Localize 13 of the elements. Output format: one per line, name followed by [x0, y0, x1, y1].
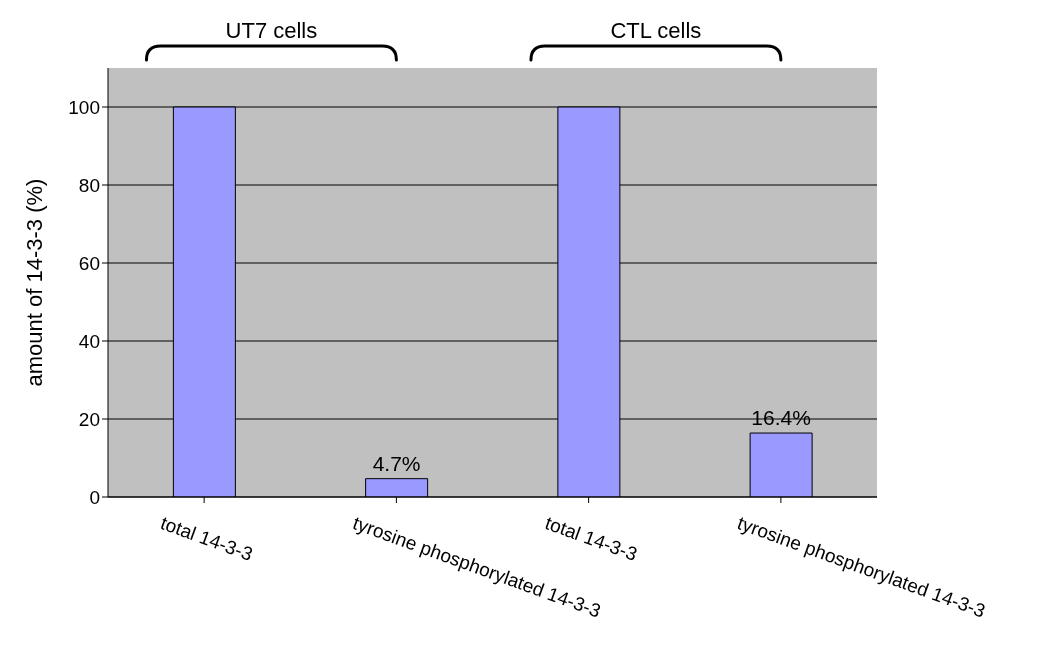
y-tick-label: 20 — [78, 408, 100, 430]
text: CTL cells — [610, 18, 702, 43]
y-tick-label: 60 — [78, 252, 100, 274]
data-label: 4.7% — [372, 451, 421, 475]
y-tick-label: 40 — [78, 330, 100, 352]
data-label: 16.4% — [751, 406, 811, 430]
x-tick-label: total 14-3-3 — [157, 512, 256, 565]
text: UT7 cells — [225, 18, 318, 43]
y-tick-label: 0 — [89, 486, 100, 508]
x-tick-label: total 14-3-3 — [542, 512, 640, 565]
y-axis-title: amount of 14-3-3 (%) — [21, 178, 47, 387]
y-tick-label: 100 — [68, 96, 100, 118]
y-tick-label: 80 — [78, 174, 100, 196]
